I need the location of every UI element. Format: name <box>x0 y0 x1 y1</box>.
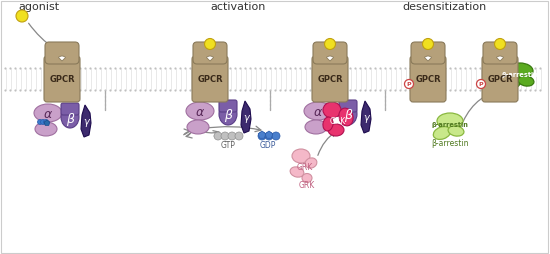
Ellipse shape <box>61 107 79 129</box>
FancyBboxPatch shape <box>193 43 227 65</box>
Text: GPCR: GPCR <box>197 75 223 84</box>
Circle shape <box>43 120 48 125</box>
Polygon shape <box>361 102 371 133</box>
Circle shape <box>324 39 336 50</box>
Circle shape <box>37 120 42 125</box>
Circle shape <box>205 39 216 50</box>
Wedge shape <box>425 57 432 62</box>
Ellipse shape <box>305 121 327 134</box>
Ellipse shape <box>304 103 332 121</box>
Text: GRK: GRK <box>299 180 315 189</box>
Text: GRK: GRK <box>297 163 313 172</box>
FancyBboxPatch shape <box>45 43 79 65</box>
Text: activation: activation <box>210 2 266 12</box>
Text: β: β <box>344 109 352 122</box>
Circle shape <box>41 120 46 125</box>
Circle shape <box>404 80 414 89</box>
FancyBboxPatch shape <box>411 43 445 65</box>
Circle shape <box>422 39 433 50</box>
FancyBboxPatch shape <box>410 57 446 103</box>
Ellipse shape <box>328 124 344 136</box>
Ellipse shape <box>35 122 57 136</box>
Ellipse shape <box>187 121 209 134</box>
Circle shape <box>221 133 229 140</box>
Ellipse shape <box>34 105 62 122</box>
Circle shape <box>272 133 280 140</box>
Ellipse shape <box>433 127 450 140</box>
Circle shape <box>476 80 486 89</box>
FancyBboxPatch shape <box>192 57 228 103</box>
FancyBboxPatch shape <box>219 101 237 113</box>
Text: GPCR: GPCR <box>487 75 513 84</box>
FancyBboxPatch shape <box>312 57 348 103</box>
Ellipse shape <box>518 77 534 87</box>
Polygon shape <box>241 102 251 133</box>
Text: P: P <box>406 82 411 87</box>
Circle shape <box>214 133 222 140</box>
Text: β-arrestin: β-arrestin <box>502 72 538 78</box>
Text: GTP: GTP <box>221 140 235 149</box>
Ellipse shape <box>507 64 533 80</box>
Circle shape <box>16 11 28 23</box>
Text: GPCR: GPCR <box>49 75 75 84</box>
FancyBboxPatch shape <box>339 101 357 113</box>
Ellipse shape <box>292 149 310 163</box>
FancyBboxPatch shape <box>482 57 518 103</box>
Circle shape <box>235 133 243 140</box>
Text: P: P <box>478 82 483 87</box>
Ellipse shape <box>219 104 237 125</box>
Ellipse shape <box>339 109 353 126</box>
Text: β-arrestin: β-arrestin <box>431 138 469 147</box>
Ellipse shape <box>290 167 304 178</box>
Text: GPCR: GPCR <box>415 75 441 84</box>
FancyBboxPatch shape <box>61 104 79 116</box>
Text: β: β <box>224 109 232 122</box>
Ellipse shape <box>302 174 312 183</box>
FancyBboxPatch shape <box>313 43 347 65</box>
Text: GPCR: GPCR <box>317 75 343 84</box>
Text: α: α <box>44 108 52 121</box>
Text: γ: γ <box>83 117 89 126</box>
Text: γ: γ <box>363 113 369 122</box>
Ellipse shape <box>503 77 521 90</box>
Ellipse shape <box>305 158 317 168</box>
Text: GDP: GDP <box>260 140 276 149</box>
Text: γ: γ <box>243 113 249 122</box>
Text: α: α <box>196 106 204 119</box>
Ellipse shape <box>186 103 214 121</box>
Wedge shape <box>327 57 333 62</box>
Circle shape <box>265 133 273 140</box>
Text: α: α <box>314 106 322 119</box>
Wedge shape <box>58 57 65 62</box>
Circle shape <box>258 133 266 140</box>
Polygon shape <box>81 106 91 137</box>
Wedge shape <box>497 57 504 62</box>
Text: β: β <box>66 112 74 125</box>
Circle shape <box>228 133 236 140</box>
Ellipse shape <box>448 126 464 137</box>
Circle shape <box>494 39 505 50</box>
Text: agonist: agonist <box>18 2 59 12</box>
FancyBboxPatch shape <box>483 43 517 65</box>
Ellipse shape <box>339 104 357 125</box>
Ellipse shape <box>323 118 333 131</box>
Text: β-arrestin: β-arrestin <box>432 121 469 128</box>
Text: GRK: GRK <box>330 116 346 125</box>
Ellipse shape <box>323 103 341 119</box>
Ellipse shape <box>437 114 463 130</box>
Text: desensitization: desensitization <box>403 2 487 12</box>
Wedge shape <box>206 57 213 62</box>
FancyBboxPatch shape <box>44 57 80 103</box>
